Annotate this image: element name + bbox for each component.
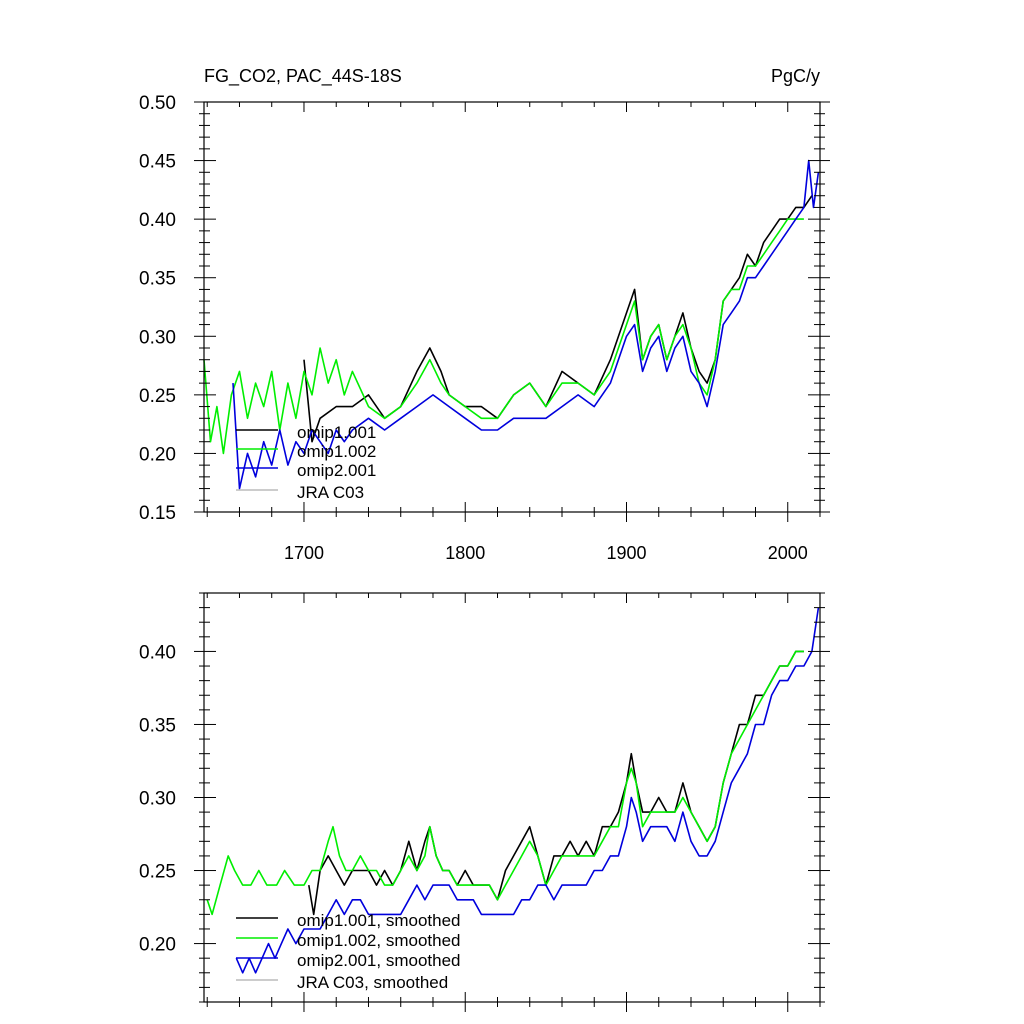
y-tick-label: 0.25: [139, 386, 176, 407]
series-line-omip1-002: [203, 218, 804, 455]
series-line-omip1-001: [303, 195, 813, 443]
legend-label-jra-c03: JRA C03: [297, 483, 364, 502]
series-line-omip2-001: [232, 159, 820, 490]
legend-label-omip1-002-smoothed: omip1.002, smoothed: [297, 931, 461, 950]
y-tick-label: 0.35: [139, 715, 176, 736]
series-group: [206, 607, 820, 974]
chart-title-right: PgC/y: [771, 66, 820, 86]
chart-title-left: FG_CO2, PAC_44S-18S: [204, 66, 402, 87]
y-tick-label: 0.35: [139, 269, 176, 290]
x-tick-label: 1900: [606, 543, 646, 563]
y-tick-label: 0.20: [139, 935, 176, 956]
series-group: [203, 159, 820, 490]
y-tick-label: 0.50: [139, 93, 176, 114]
x-tick-label: 2000: [768, 543, 808, 563]
legend-label-omip2-001: omip2.001: [297, 461, 376, 480]
y-tick-label: 0.45: [139, 152, 176, 173]
series-line-omip2-001-smoothed: [235, 607, 820, 974]
y-tick-label: 0.30: [139, 327, 176, 348]
top-panel: omip1.001 omip1.002 omip2.001 JRA C03 17…: [139, 93, 830, 563]
plot-frame: [203, 101, 821, 513]
series-line-omip1-001-smoothed: [308, 650, 804, 916]
y-tick-label: 0.20: [139, 444, 176, 465]
legend-label-omip1-002: omip1.002: [297, 442, 376, 461]
y-tick-label: 0.25: [139, 862, 176, 883]
y-tick-label: 0.30: [139, 789, 176, 810]
x-tick-label: 1700: [284, 543, 324, 563]
legend-label-jra-c03-smoothed: JRA C03, smoothed: [297, 973, 448, 992]
legend-label-omip2-001-smoothed: omip2.001, smoothed: [297, 951, 461, 970]
bottom-panel: omip1.001, smoothed omip1.002, smoothed …: [139, 592, 830, 1012]
y-tick-label: 0.15: [139, 503, 176, 524]
y-tick-label: 0.40: [139, 642, 176, 663]
legend-label-omip1-001: omip1.001: [297, 423, 376, 442]
legend-label-omip1-001-smoothed: omip1.001, smoothed: [297, 911, 461, 930]
x-tick-label: 1800: [445, 543, 485, 563]
series-line-omip1-002-smoothed: [206, 650, 804, 916]
y-tick-label: 0.40: [139, 210, 176, 231]
